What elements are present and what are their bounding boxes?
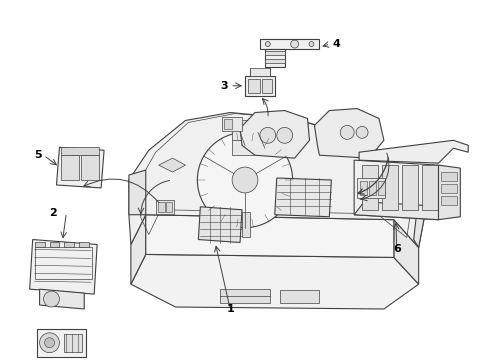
Bar — [369, 181, 376, 195]
Bar — [250, 68, 270, 76]
Bar — [265, 49, 285, 67]
Bar — [245, 76, 275, 96]
Bar — [37, 329, 86, 357]
Polygon shape — [129, 113, 429, 247]
Polygon shape — [159, 158, 185, 172]
Polygon shape — [131, 255, 418, 309]
Bar — [49, 242, 59, 247]
Bar — [402, 165, 417, 210]
Bar — [378, 181, 385, 195]
Polygon shape — [129, 170, 146, 215]
Polygon shape — [394, 220, 418, 284]
Bar — [242, 212, 250, 237]
Bar — [441, 172, 457, 181]
Text: 4: 4 — [332, 39, 340, 49]
Polygon shape — [354, 202, 448, 220]
Text: 1: 1 — [226, 304, 234, 314]
Polygon shape — [315, 109, 384, 158]
Bar — [262, 79, 272, 93]
Circle shape — [340, 125, 354, 139]
Circle shape — [44, 291, 59, 307]
Bar — [260, 39, 319, 49]
Bar — [79, 242, 89, 247]
Circle shape — [45, 338, 54, 348]
Polygon shape — [198, 207, 242, 243]
Polygon shape — [56, 147, 104, 188]
Bar — [421, 165, 438, 210]
Circle shape — [356, 126, 368, 138]
Text: 6: 6 — [393, 244, 401, 255]
Text: 5: 5 — [34, 150, 42, 160]
Bar — [382, 165, 398, 210]
Bar — [64, 242, 74, 247]
Bar — [362, 165, 378, 210]
Polygon shape — [30, 239, 97, 294]
Polygon shape — [146, 215, 394, 257]
Bar — [248, 79, 260, 93]
Circle shape — [309, 41, 314, 46]
Circle shape — [260, 127, 276, 143]
Polygon shape — [275, 178, 331, 217]
Bar — [357, 178, 385, 198]
Circle shape — [40, 333, 59, 353]
Circle shape — [277, 127, 293, 143]
Bar — [441, 184, 457, 193]
Bar — [81, 155, 99, 180]
Circle shape — [291, 40, 298, 48]
Bar — [61, 147, 99, 155]
Text: 3: 3 — [220, 81, 228, 91]
Circle shape — [266, 41, 270, 46]
Polygon shape — [131, 215, 146, 284]
Polygon shape — [414, 195, 429, 247]
Polygon shape — [40, 289, 84, 309]
Bar — [35, 242, 45, 247]
Text: 2: 2 — [49, 208, 57, 218]
Bar — [360, 181, 367, 195]
Bar — [224, 120, 232, 129]
Polygon shape — [240, 111, 310, 158]
Bar — [64, 334, 82, 352]
Bar — [220, 289, 270, 303]
Circle shape — [197, 132, 293, 228]
Bar — [156, 200, 173, 214]
Bar — [166, 202, 171, 212]
Bar — [35, 247, 92, 279]
Bar — [158, 202, 165, 212]
Bar — [265, 51, 285, 55]
Polygon shape — [354, 160, 439, 220]
Bar — [280, 290, 319, 303]
Bar — [265, 59, 285, 63]
Bar — [222, 117, 242, 131]
Circle shape — [232, 167, 258, 193]
Polygon shape — [439, 165, 460, 220]
Bar — [441, 196, 457, 205]
Polygon shape — [359, 140, 468, 163]
Bar — [61, 155, 79, 180]
Bar — [232, 121, 257, 155]
